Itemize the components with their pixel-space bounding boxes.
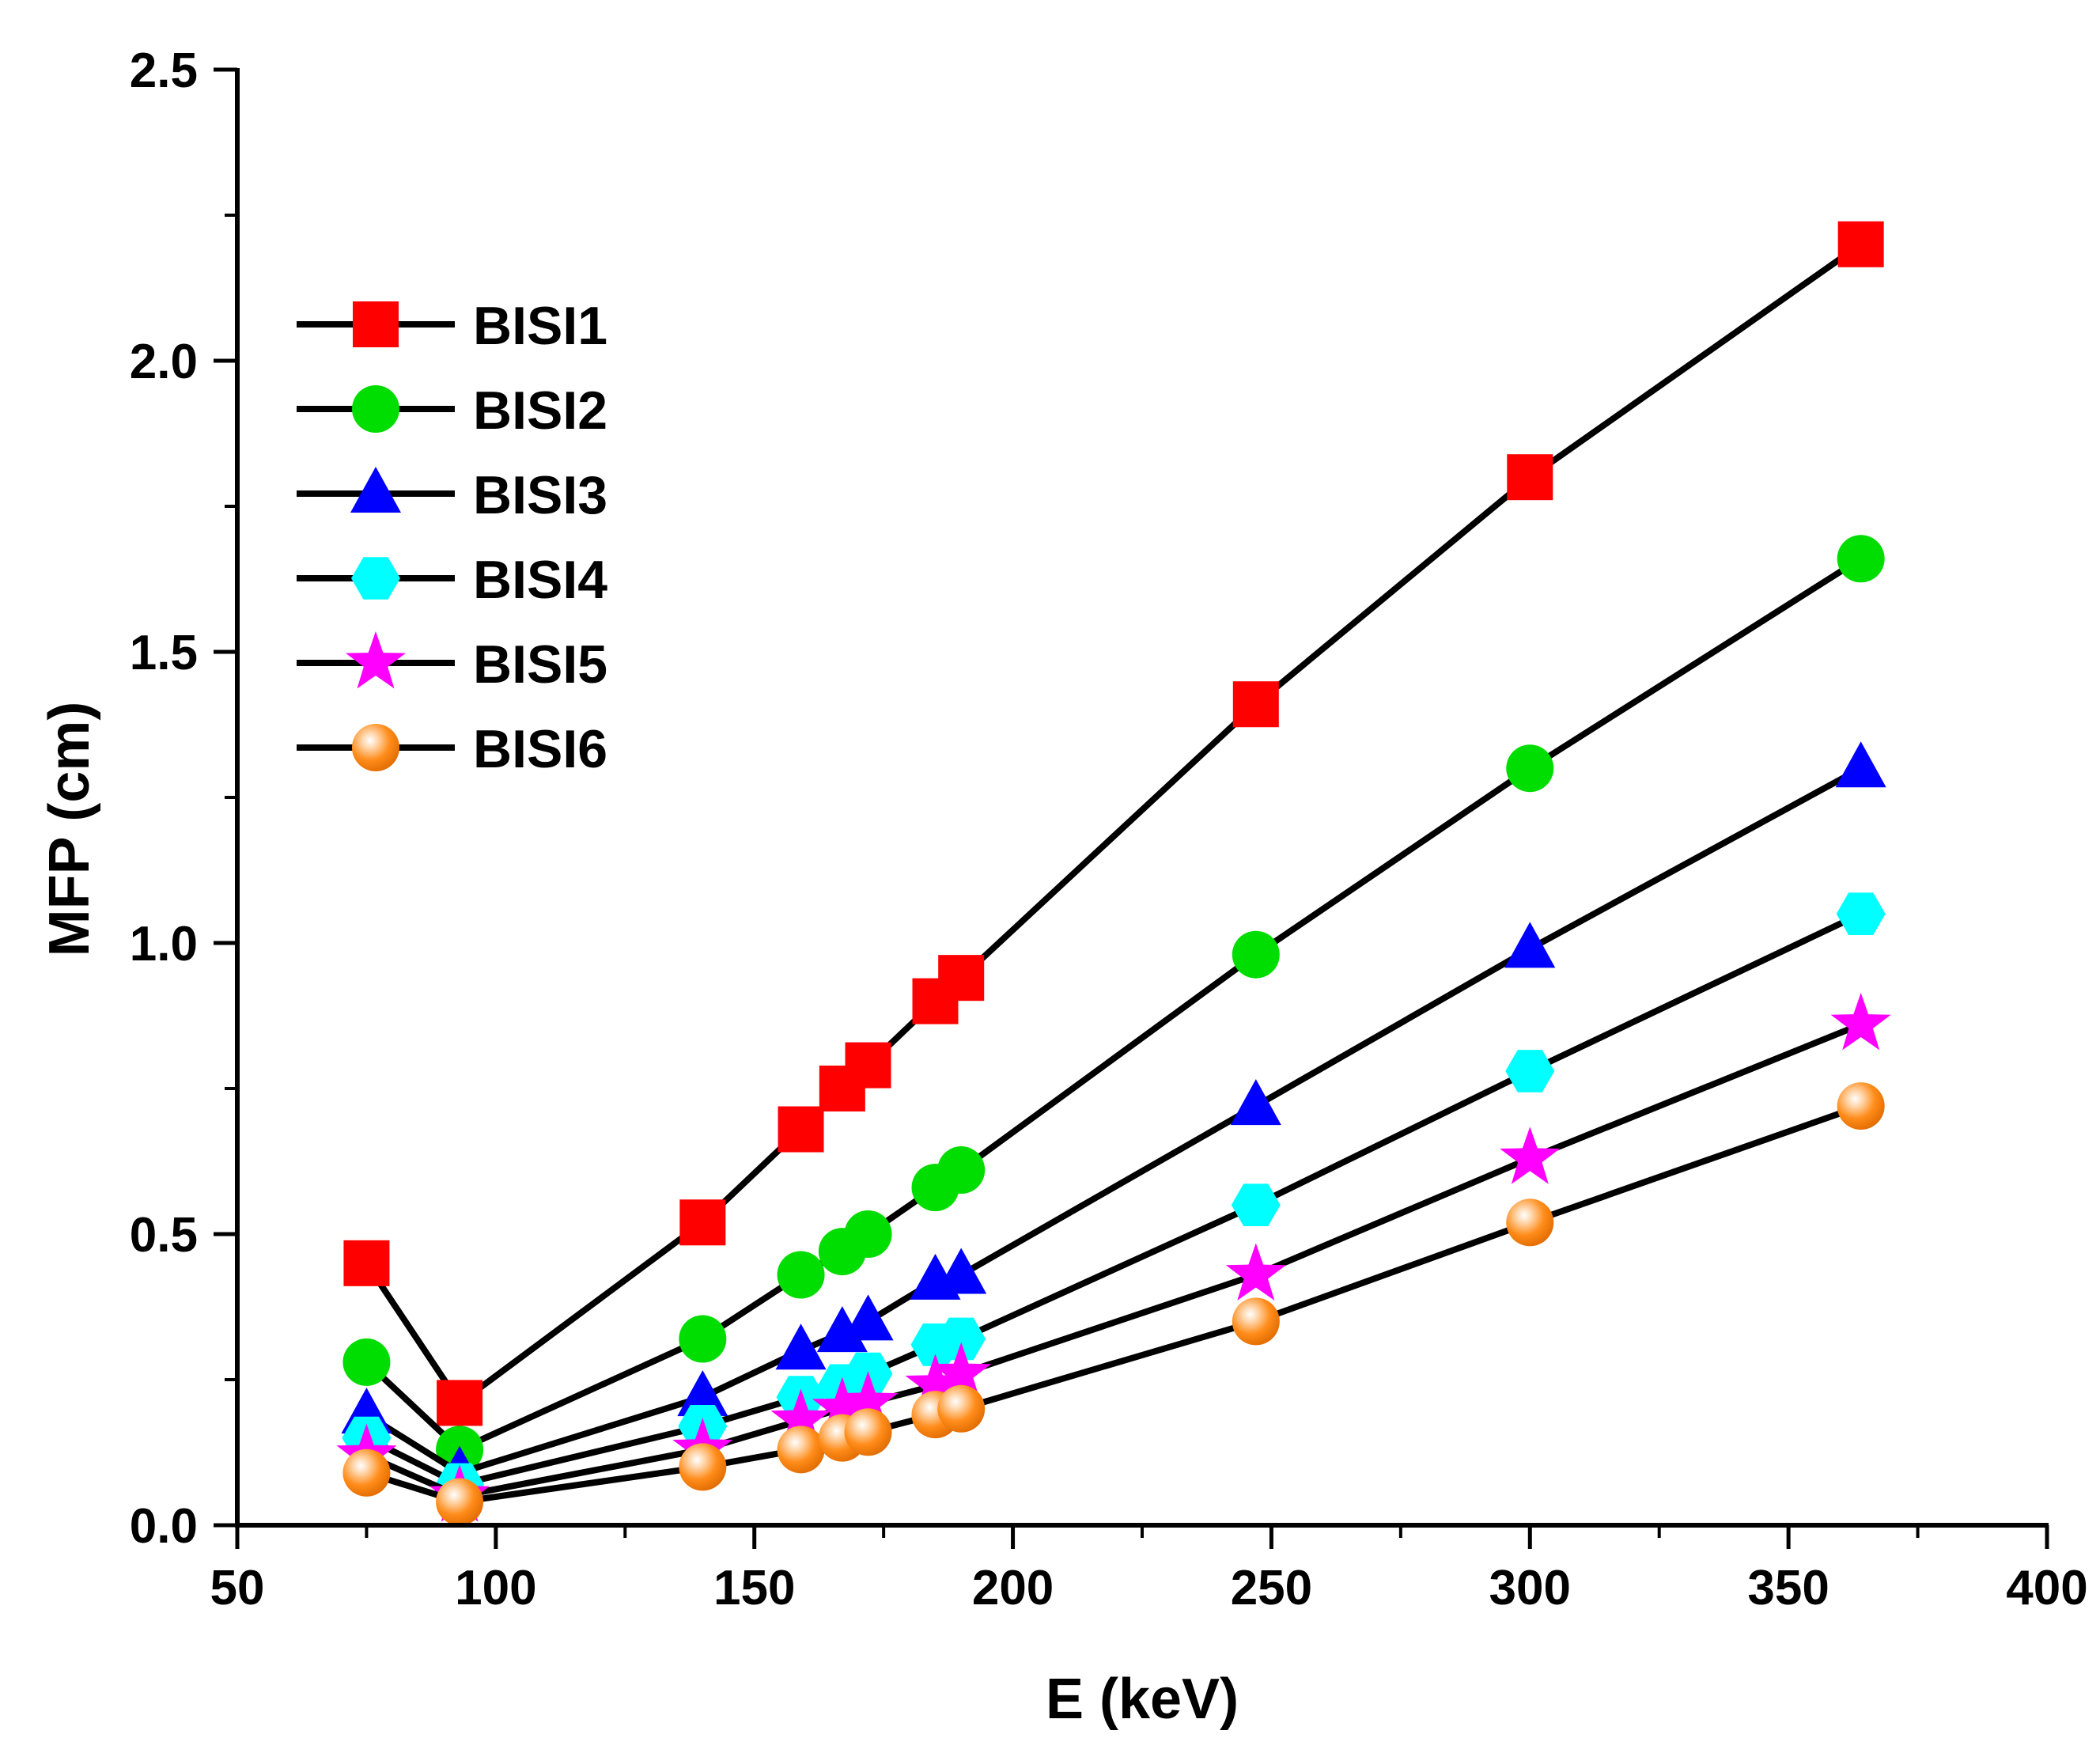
x-tick-label: 150 xyxy=(713,1561,795,1615)
data-point xyxy=(838,1371,899,1429)
data-point xyxy=(1504,922,1556,968)
data-point xyxy=(937,1384,986,1433)
series-bisi3 xyxy=(341,741,1886,1492)
data-point xyxy=(342,1448,391,1497)
legend-marker xyxy=(351,557,400,600)
y-tick-label: 2.0 xyxy=(130,335,198,389)
data-point xyxy=(1830,993,1891,1051)
legend-marker xyxy=(352,385,399,433)
data-point xyxy=(1225,1243,1286,1301)
data-point xyxy=(1837,535,1885,583)
data-point xyxy=(777,1426,825,1474)
x-axis-title: E (keV) xyxy=(1046,1668,1239,1731)
legend-item-bisi2: BISI2 xyxy=(297,381,607,441)
data-point xyxy=(777,1251,825,1299)
legend-marker xyxy=(353,301,399,347)
y-tick-label: 1.0 xyxy=(130,917,198,971)
data-point xyxy=(1500,1127,1561,1184)
y-tick-label: 2.5 xyxy=(130,44,198,98)
series-layer xyxy=(336,221,1891,1526)
data-point xyxy=(775,1323,827,1370)
data-point xyxy=(1835,741,1886,788)
data-point xyxy=(1230,1079,1281,1126)
data-point xyxy=(1231,1183,1281,1226)
data-point xyxy=(679,1199,726,1246)
legend-marker xyxy=(350,467,401,513)
legend-label: BISI6 xyxy=(473,719,607,779)
series-bisi5 xyxy=(336,993,1891,1522)
legend-label: BISI5 xyxy=(473,634,607,695)
y-tick-label: 0.0 xyxy=(130,1499,198,1554)
data-point xyxy=(1837,1082,1885,1130)
legend-label: BISI1 xyxy=(473,296,607,356)
series-bisi6 xyxy=(342,1082,1885,1526)
data-point xyxy=(679,1315,727,1363)
series-bisi2 xyxy=(342,535,1885,1474)
data-point xyxy=(1836,892,1886,935)
data-point xyxy=(1232,681,1279,728)
data-point xyxy=(1506,1198,1554,1247)
data-point xyxy=(905,1354,966,1411)
x-tick-label: 50 xyxy=(210,1561,265,1615)
legend-label: BISI4 xyxy=(473,550,607,610)
x-tick-label: 100 xyxy=(455,1561,536,1615)
legend-marker xyxy=(352,724,399,771)
data-point xyxy=(1232,1297,1280,1346)
data-point xyxy=(845,1042,891,1089)
series-line xyxy=(365,911,1863,1488)
data-point xyxy=(1505,1050,1555,1092)
data-point xyxy=(1506,744,1554,793)
data-point xyxy=(842,1294,894,1341)
legend-label: BISI3 xyxy=(473,465,607,525)
data-point xyxy=(679,1443,727,1491)
data-point xyxy=(1507,454,1553,501)
legend-label: BISI2 xyxy=(473,381,607,441)
legend-item-bisi4: BISI4 xyxy=(297,550,607,610)
x-tick-label: 200 xyxy=(972,1561,1054,1615)
legend: BISI1 BISI2 BISI3 BISI4 BISI5 BISI6 xyxy=(297,296,607,779)
data-point xyxy=(937,1146,986,1195)
legend-item-bisi3: BISI3 xyxy=(297,465,607,525)
series-bisi4 xyxy=(342,892,1886,1506)
data-point xyxy=(844,1408,892,1456)
data-point xyxy=(844,1210,892,1258)
data-point xyxy=(778,1106,824,1153)
x-tick-label: 250 xyxy=(1231,1561,1312,1615)
data-point xyxy=(437,1380,483,1426)
legend-item-bisi1: BISI1 xyxy=(297,296,607,356)
data-point xyxy=(938,955,985,1002)
legend-marker xyxy=(346,631,406,689)
data-point xyxy=(436,1478,484,1526)
data-point xyxy=(677,1370,728,1417)
y-axis-title: MFP (cm) xyxy=(38,702,101,957)
data-point xyxy=(816,1306,868,1353)
series-line xyxy=(365,1021,1863,1500)
legend-item-bisi6: BISI6 xyxy=(297,719,607,779)
data-point xyxy=(1837,221,1884,267)
x-tick-label: 350 xyxy=(1747,1561,1829,1615)
data-point xyxy=(343,1240,390,1286)
data-point xyxy=(342,1338,391,1386)
series-bisi1 xyxy=(343,221,1884,1426)
data-point xyxy=(1232,930,1280,979)
x-tick-label: 400 xyxy=(2006,1561,2087,1615)
data-point xyxy=(931,1342,992,1399)
data-point xyxy=(936,1317,986,1361)
x-tick-label: 300 xyxy=(1489,1561,1571,1615)
data-point xyxy=(936,1248,987,1294)
y-tick-label: 1.5 xyxy=(130,626,198,680)
y-tick-label: 0.5 xyxy=(130,1208,198,1263)
series-line xyxy=(365,765,1863,1476)
data-point xyxy=(770,1388,831,1446)
legend-item-bisi5: BISI5 xyxy=(297,631,607,695)
data-point xyxy=(812,1376,872,1435)
axes: 50 100 150 200 250 300 350 400 0.0 0.5 1.0 1.5 2.0 2.… xyxy=(38,44,2088,1731)
